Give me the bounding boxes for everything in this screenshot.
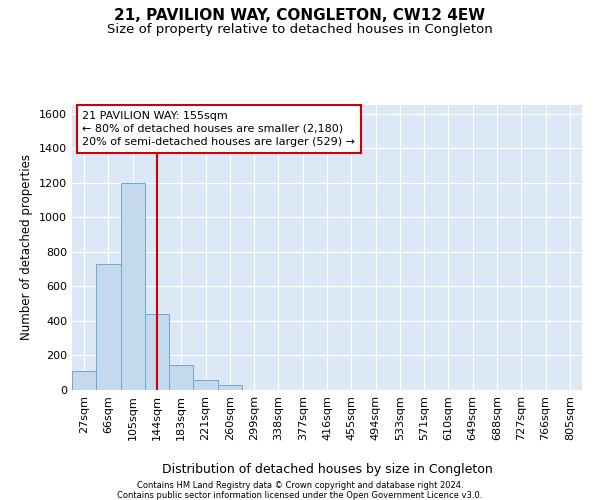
Text: 21, PAVILION WAY, CONGLETON, CW12 4EW: 21, PAVILION WAY, CONGLETON, CW12 4EW <box>115 8 485 22</box>
Text: 21 PAVILION WAY: 155sqm
← 80% of detached houses are smaller (2,180)
20% of semi: 21 PAVILION WAY: 155sqm ← 80% of detache… <box>82 110 355 147</box>
Bar <box>145 314 169 390</box>
Bar <box>121 182 145 390</box>
Text: Distribution of detached houses by size in Congleton: Distribution of detached houses by size … <box>161 462 493 475</box>
Bar <box>193 380 218 390</box>
Text: Contains HM Land Registry data © Crown copyright and database right 2024.: Contains HM Land Registry data © Crown c… <box>137 481 463 490</box>
Bar <box>72 371 96 390</box>
Text: Contains public sector information licensed under the Open Government Licence v3: Contains public sector information licen… <box>118 491 482 500</box>
Bar <box>96 264 121 390</box>
Bar <box>218 385 242 390</box>
Text: Size of property relative to detached houses in Congleton: Size of property relative to detached ho… <box>107 22 493 36</box>
Bar <box>169 365 193 390</box>
Y-axis label: Number of detached properties: Number of detached properties <box>20 154 34 340</box>
